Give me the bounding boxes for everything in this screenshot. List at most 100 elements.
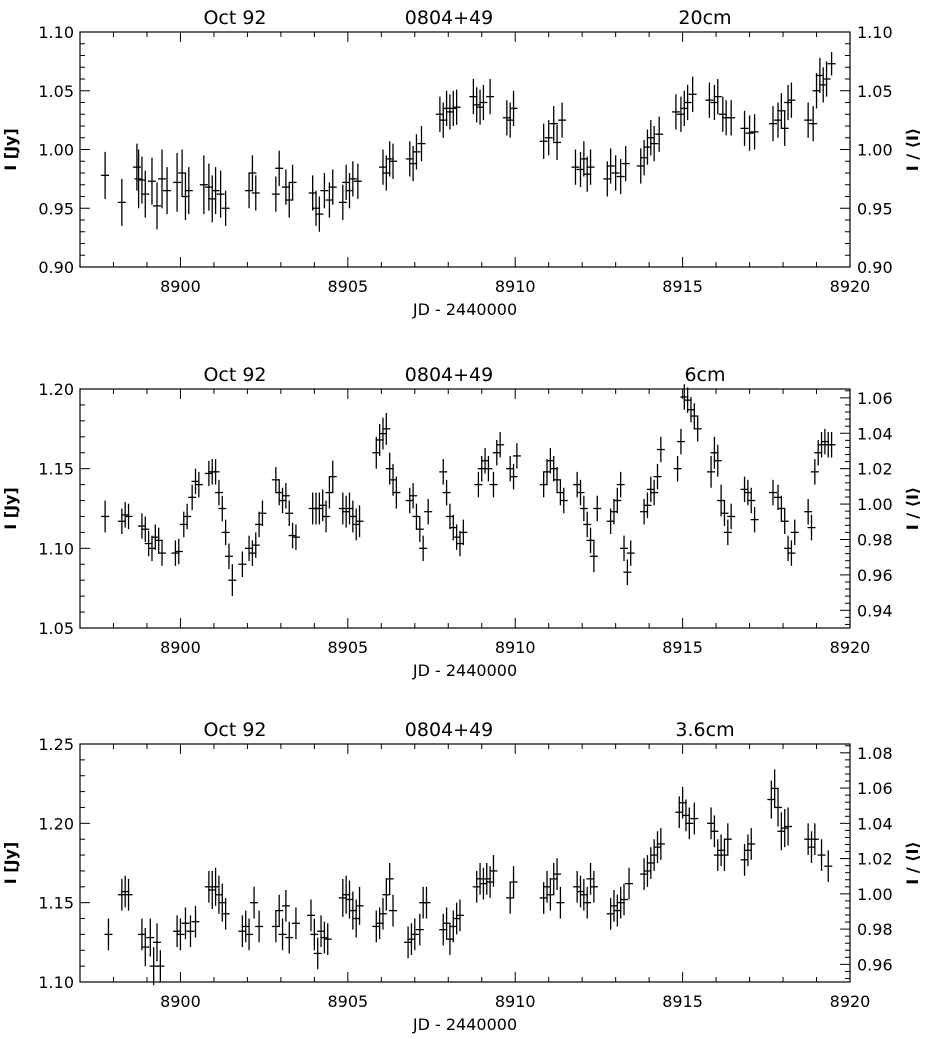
data-point: [539, 123, 548, 159]
data-point: [553, 124, 562, 161]
data-point: [338, 492, 347, 525]
data-point: [313, 937, 322, 970]
panel-header-1: Oct 92: [203, 364, 266, 386]
data-point: [750, 114, 759, 150]
data-point: [583, 886, 592, 919]
data-point: [184, 167, 193, 215]
data-point: [486, 79, 495, 115]
y-tick-label-right: 1.04: [857, 424, 893, 443]
data-point: [750, 506, 759, 533]
panel-header-3: 20cm: [678, 7, 731, 29]
data-point: [278, 487, 287, 514]
data-point: [410, 918, 419, 951]
data-point: [320, 921, 329, 954]
data-point: [636, 148, 645, 184]
data-point: [228, 564, 237, 597]
data-point: [372, 910, 381, 943]
data-point: [154, 527, 163, 554]
data-point: [342, 875, 351, 914]
data-point: [710, 436, 719, 469]
y-tick-label-right: 0.95: [857, 199, 893, 218]
data-point: [245, 173, 254, 209]
data-point: [646, 847, 655, 879]
data-point: [322, 500, 331, 533]
x-tick-label: 8920: [830, 277, 871, 296]
data-point: [208, 870, 217, 910]
data-point: [455, 899, 464, 932]
data-point: [609, 889, 618, 922]
data-point: [745, 115, 754, 151]
data-point: [191, 468, 200, 495]
data-point: [153, 923, 161, 962]
y-tick-label-right: 0.98: [857, 920, 893, 939]
x-tick-label: 8905: [327, 277, 368, 296]
data-point: [707, 807, 716, 840]
data-point: [452, 89, 461, 125]
data-point: [124, 503, 133, 530]
y-tick-label-right: 1.08: [857, 744, 893, 763]
x-axis-label: JD - 2440000: [412, 300, 517, 319]
data-point: [509, 463, 518, 490]
data-point: [559, 487, 568, 514]
data-point: [445, 503, 454, 530]
data-point: [218, 883, 227, 922]
data-point: [251, 175, 260, 211]
data-point: [342, 495, 351, 528]
data-point: [777, 93, 786, 129]
data-point: [543, 459, 552, 485]
data-point: [476, 863, 485, 895]
data-point: [449, 90, 458, 126]
data-point: [549, 863, 558, 895]
data-point: [593, 495, 602, 522]
data-point: [787, 540, 796, 566]
data-point: [439, 913, 448, 946]
y-tick-label-right: 1.04: [857, 814, 893, 833]
data-point: [611, 155, 620, 191]
data-point: [208, 175, 217, 223]
data-point: [328, 460, 337, 493]
x-axis-label: JD - 2440000: [412, 661, 517, 680]
data-point: [476, 89, 485, 125]
y-axis-label-right: I / ⟨I⟩: [903, 128, 922, 172]
data-point: [158, 540, 167, 566]
y-tick-label-right: 1.06: [857, 779, 893, 798]
data-point: [211, 867, 220, 906]
data-point: [405, 141, 414, 177]
data-point: [382, 878, 391, 911]
data-point: [710, 815, 719, 848]
y-tick-label-right: 0.90: [857, 258, 893, 277]
y-tick-label-right: 1.02: [857, 460, 893, 479]
data-point: [717, 834, 726, 867]
data-point: [656, 828, 665, 860]
panel-header-1: Oct 92: [203, 7, 266, 29]
data-point: [675, 796, 684, 829]
data-point: [345, 492, 354, 525]
data-point: [690, 403, 699, 429]
panel-header-3: 6cm: [684, 364, 725, 386]
data-point: [281, 889, 290, 922]
data-point: [822, 61, 831, 97]
data-point: [653, 463, 662, 490]
data-point: [147, 157, 156, 205]
data-point: [556, 886, 565, 919]
data-point: [650, 126, 659, 162]
data-point: [224, 543, 233, 570]
data-point: [769, 106, 777, 142]
data-point: [338, 184, 347, 220]
data-point: [676, 428, 685, 455]
data-point: [824, 850, 833, 883]
data-point: [774, 788, 783, 827]
data-point: [780, 110, 789, 146]
data-point: [683, 84, 692, 121]
plot-frame: [79, 743, 851, 983]
data-point: [312, 190, 321, 226]
y-tick-label-right: 0.94: [857, 601, 893, 620]
data-point: [640, 858, 649, 890]
data-point: [472, 87, 481, 123]
data-point: [817, 432, 826, 458]
data-point: [576, 151, 585, 188]
data-point: [686, 396, 695, 423]
data-point: [688, 76, 697, 112]
data-point: [472, 870, 481, 903]
y-axis-label: I [Jy]: [1, 487, 20, 530]
